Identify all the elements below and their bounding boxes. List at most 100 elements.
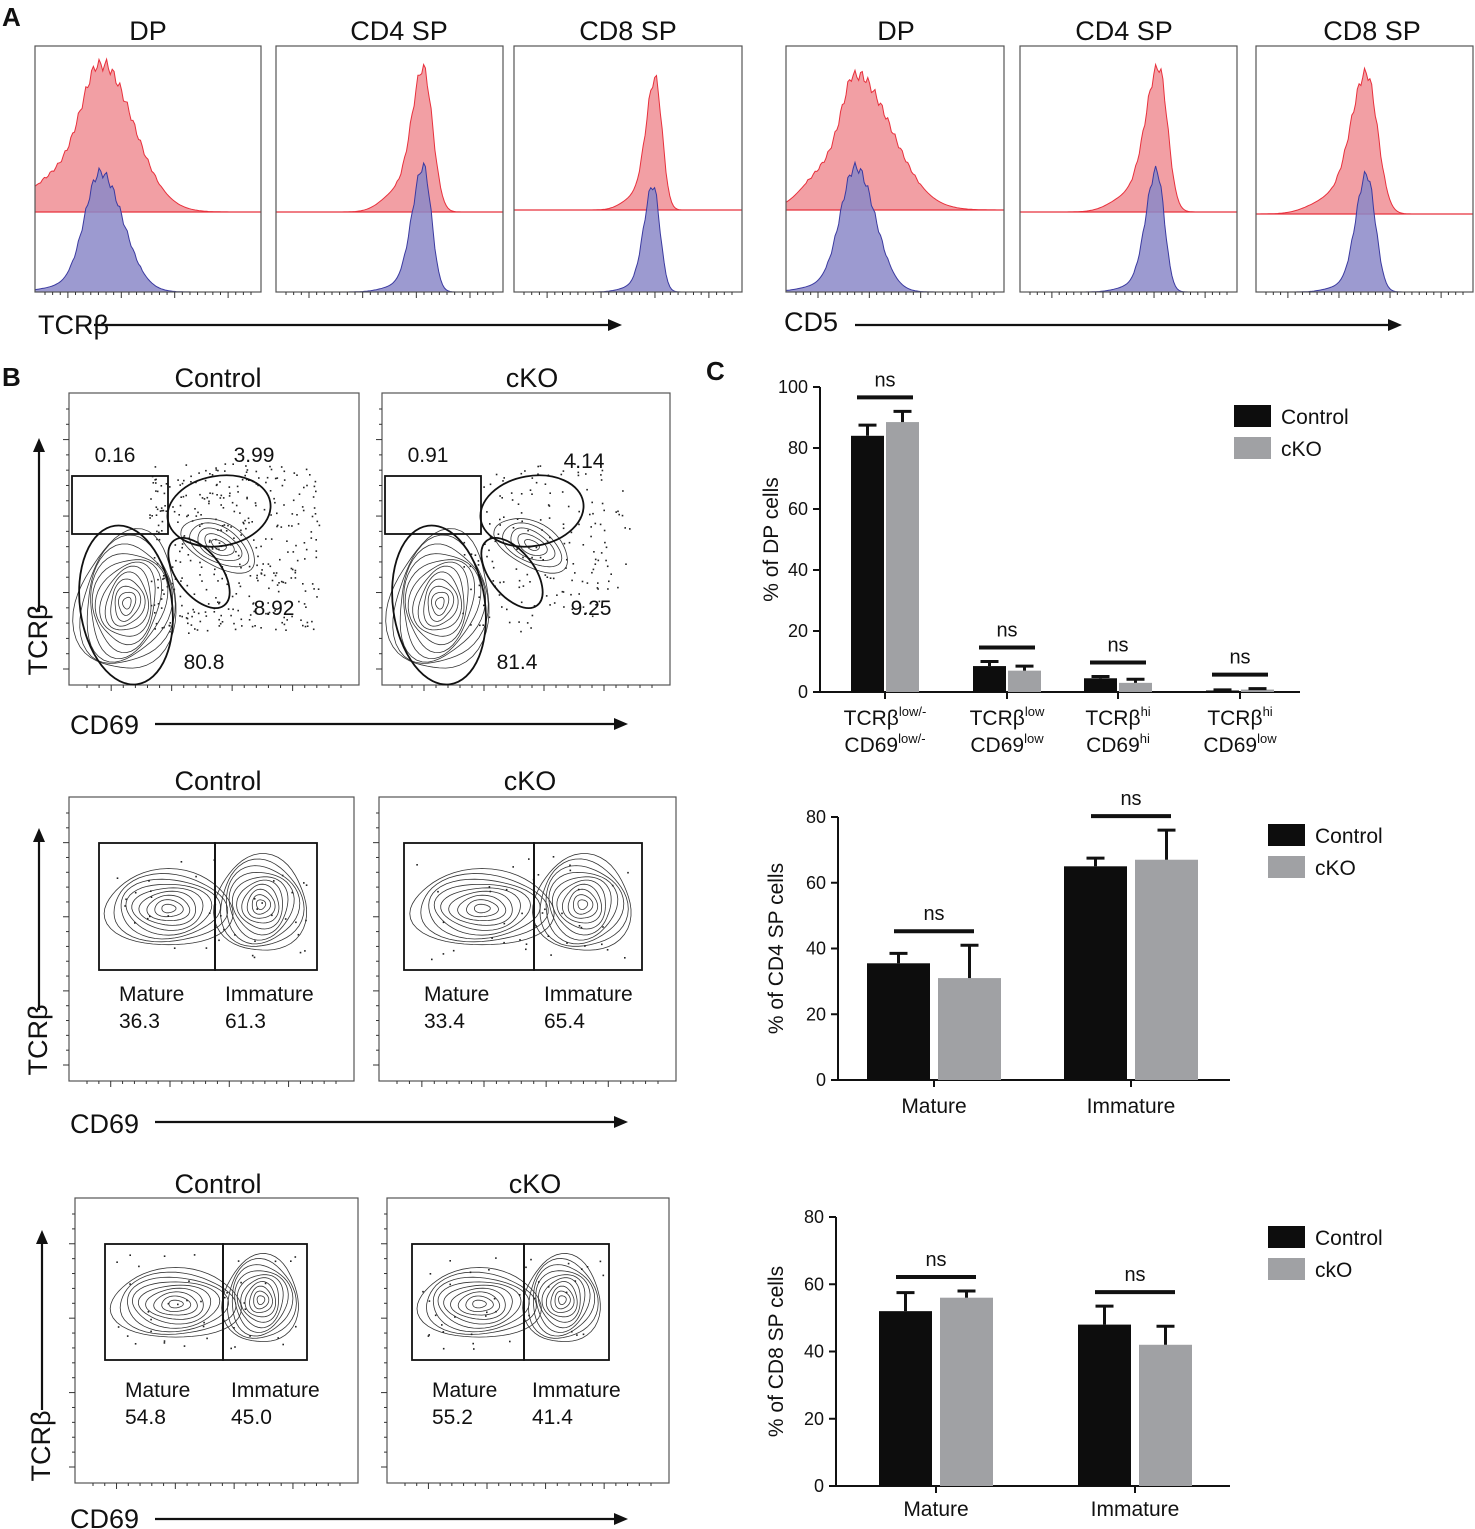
legend-swatch-cko xyxy=(1234,437,1271,459)
event-dot xyxy=(489,890,492,893)
event-dot xyxy=(185,494,187,497)
gate-label-mature: Mature xyxy=(119,983,184,1006)
event-dot xyxy=(213,573,215,576)
event-dot xyxy=(199,493,201,496)
event-dot xyxy=(442,953,445,955)
event-dot xyxy=(173,510,176,513)
event-dot xyxy=(512,866,514,868)
histogram-frame xyxy=(1255,45,1474,293)
event-dot xyxy=(314,480,317,483)
event-dot xyxy=(520,493,523,495)
gate-mature xyxy=(98,842,216,971)
event-dot xyxy=(181,615,183,618)
event-dot xyxy=(520,630,522,633)
event-dot xyxy=(190,481,192,483)
plot-title: Control xyxy=(174,766,261,796)
event-dot xyxy=(183,535,186,537)
event-dot xyxy=(580,926,583,929)
gate-immature xyxy=(222,1243,308,1361)
event-dot xyxy=(243,1302,246,1304)
event-dot xyxy=(295,544,297,547)
flow-plot-control: Control 0.16 3.99 8.92 80.8 xyxy=(63,363,360,691)
event-dot xyxy=(248,521,250,524)
bar-chart-3: 0 20 40 60 80 % of CD8 SP cells Mature Immature… xyxy=(765,1207,1383,1521)
plot-title: cKO xyxy=(509,1169,562,1199)
event-dot xyxy=(223,928,225,931)
event-dot xyxy=(301,506,304,508)
event-dot xyxy=(150,1330,152,1333)
panel-a-arrowhead-tcrb xyxy=(608,319,622,331)
event-dot xyxy=(237,1260,240,1262)
event-dot xyxy=(234,934,236,936)
plot-frame xyxy=(74,1197,359,1484)
event-dot xyxy=(292,551,295,553)
panel-a-x-label-cd5: CD5 xyxy=(784,307,838,337)
event-dot xyxy=(429,1273,432,1275)
gate-tcrb-hi-cd69-hi xyxy=(479,474,585,548)
event-dot xyxy=(302,624,304,627)
y-tick-label: 20 xyxy=(804,1409,824,1429)
event-dot xyxy=(199,525,201,527)
y-axis-label: % of CD8 SP cells xyxy=(765,1266,788,1437)
event-dot xyxy=(252,603,254,605)
event-dot xyxy=(244,474,246,477)
x-axis-arrowhead xyxy=(614,1116,628,1128)
event-dot xyxy=(193,611,196,613)
contour-level xyxy=(122,596,132,610)
event-dot xyxy=(245,527,247,530)
event-dot xyxy=(560,473,563,476)
event-dot xyxy=(517,503,520,505)
event-dot xyxy=(202,1325,205,1328)
event-dot xyxy=(521,520,523,523)
event-dot xyxy=(157,578,159,581)
event-dot xyxy=(150,896,153,898)
event-dot xyxy=(218,625,221,627)
contour-level xyxy=(473,903,491,914)
event-dot xyxy=(561,912,563,915)
contour-level xyxy=(548,871,619,941)
panel-b-flow-plots: TCRβ CD69 Control 0.16 3.99 8.92 80.8 cKO 0.91 4.… xyxy=(23,363,677,1529)
event-dot xyxy=(205,469,207,472)
event-dot xyxy=(186,515,188,518)
event-dot xyxy=(260,545,262,548)
event-dot xyxy=(281,484,284,487)
contour-level xyxy=(528,1258,599,1339)
event-dot xyxy=(509,1340,511,1343)
event-dot xyxy=(519,939,521,941)
y-axis-label: % of CD4 SP cells xyxy=(765,863,788,1034)
event-dot xyxy=(591,615,594,618)
contour-level xyxy=(161,903,177,914)
event-dot xyxy=(218,939,220,942)
event-dot xyxy=(235,504,238,507)
event-dot xyxy=(549,604,551,606)
x-axis-label: CD69 xyxy=(70,1109,139,1139)
contour-level xyxy=(255,899,267,911)
event-dot xyxy=(302,509,305,512)
event-dot xyxy=(547,504,550,506)
event-dot xyxy=(156,538,158,541)
event-dot xyxy=(477,560,480,562)
control-histogram xyxy=(514,74,742,211)
event-dot xyxy=(213,611,216,613)
event-dot xyxy=(255,470,258,473)
event-dot xyxy=(539,519,542,521)
event-dot xyxy=(240,566,242,569)
event-dot xyxy=(239,512,241,514)
event-dot xyxy=(134,1343,137,1345)
event-dot xyxy=(192,608,194,611)
event-dot xyxy=(194,508,196,510)
contour-level xyxy=(225,865,301,945)
category-label: TCRβlow/- xyxy=(844,704,927,730)
event-dot xyxy=(530,1258,532,1261)
event-dot xyxy=(200,514,202,516)
event-dot xyxy=(305,919,307,922)
histogram-title: CD8 SP xyxy=(579,16,677,46)
event-dot xyxy=(270,514,272,516)
contour-level xyxy=(510,527,556,561)
event-dot xyxy=(607,588,609,590)
event-dot xyxy=(503,477,505,479)
contour-level xyxy=(399,543,487,663)
event-dot xyxy=(305,468,308,471)
event-dot xyxy=(629,528,631,530)
